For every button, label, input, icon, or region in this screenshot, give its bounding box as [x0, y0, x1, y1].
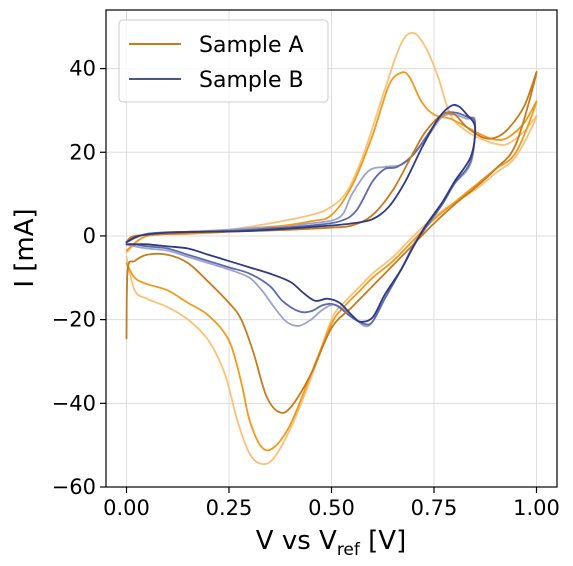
x-tick-label: 0.50	[308, 496, 355, 520]
sample-a-cycle-1-line	[125, 71, 538, 414]
x-axis-title: V vs Vref [V]	[256, 526, 406, 560]
y-tick-label: 40	[69, 57, 96, 81]
x-axis-title-main: V vs V	[256, 526, 337, 556]
x-tick-label: 0.25	[206, 496, 253, 520]
legend-box	[118, 19, 329, 103]
x-tick-label: 0.00	[103, 496, 150, 520]
y-tick-label: 0	[83, 224, 96, 248]
legend: Sample A Sample B	[118, 19, 329, 103]
y-tick-label: 20	[69, 140, 96, 164]
y-tick-label: −40	[52, 391, 96, 415]
series-layer	[125, 31, 538, 466]
y-tick-label: −60	[52, 475, 96, 499]
x-tick-label: 1.00	[513, 496, 560, 520]
sample-a-cycle-3-line	[125, 31, 538, 466]
x-tick-label: 0.75	[411, 496, 458, 520]
sample-b-cycle-1-line	[125, 104, 477, 323]
y-tick-label: −20	[52, 308, 96, 332]
sample-b-cycle-2-line	[125, 111, 477, 326]
grid	[106, 10, 557, 488]
x-axis-title-subscript: ref	[337, 540, 361, 560]
y-axis-title: I [mA]	[10, 208, 40, 287]
axis-ticks: 0.00 0.25 0.50 0.75 1.00 −60 −40 −20 0 20 40	[52, 57, 560, 520]
legend-label-sample-b: Sample B	[199, 68, 304, 93]
legend-label-sample-a: Sample A	[199, 33, 304, 58]
x-axis-title-unit: [V]	[360, 526, 406, 556]
